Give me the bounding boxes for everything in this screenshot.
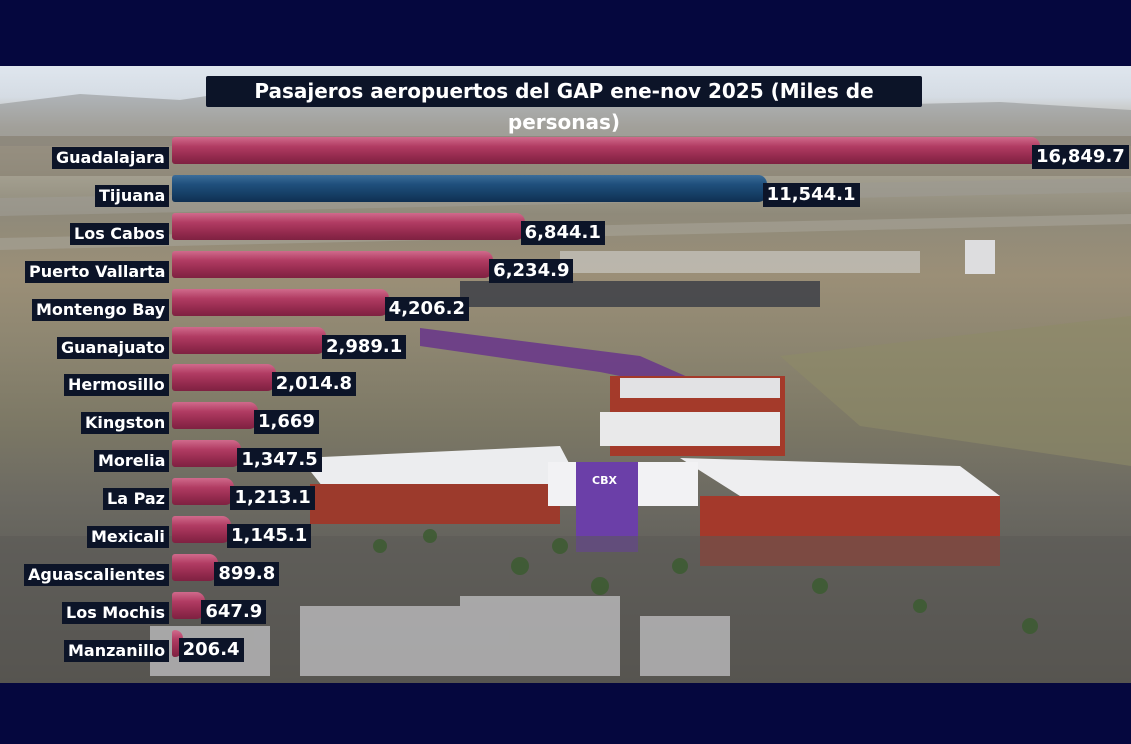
category-label: Puerto Vallarta	[25, 260, 170, 283]
category-label: Montengo Bay	[32, 298, 170, 321]
category-label: Morelia	[94, 450, 170, 473]
value-label: 11,544.1	[762, 182, 860, 207]
category-label: Guadalajara	[52, 147, 169, 169]
bar-hermosillo	[172, 364, 276, 392]
value-label: 1,347.5	[237, 448, 322, 473]
category-label: Los Mochis	[62, 601, 170, 624]
value-label: 1,145.1	[226, 524, 312, 548]
category-label: Hermosillo	[64, 374, 169, 397]
category-label: La Paz	[103, 488, 169, 511]
bar-manzanillo	[172, 629, 183, 657]
category-label: Tijuana	[95, 184, 170, 207]
chart-title: Pasajeros aeropuertos del GAP ene-nov 20…	[254, 79, 874, 134]
value-label: 206.4	[178, 637, 244, 662]
bar-montengo-bay	[172, 288, 389, 316]
value-label: 1,669	[253, 410, 319, 435]
value-label: 6,234.9	[489, 258, 574, 283]
bar-la-paz	[172, 478, 235, 506]
category-label: Aguascalientes	[24, 563, 170, 586]
bar-tijuana	[172, 174, 767, 202]
category-label: Mexicali	[87, 526, 169, 548]
bar-guanajuato	[172, 326, 326, 354]
value-label: 2,014.8	[271, 372, 357, 397]
value-label: 16,849.7	[1032, 145, 1129, 169]
bar-puerto-vallarta	[172, 250, 494, 278]
category-label: Manzanillo	[64, 639, 170, 662]
value-label: 6,844.1	[520, 220, 605, 245]
value-label: 899.8	[214, 561, 280, 586]
chart-title-background	[206, 76, 922, 107]
category-label: Los Cabos	[70, 222, 169, 245]
bar-morelia	[172, 440, 242, 468]
bar-mexicali	[172, 516, 231, 543]
category-label: Guanajuato	[57, 336, 169, 359]
value-label: 647.9	[201, 599, 267, 624]
value-label: 2,989.1	[321, 334, 407, 359]
bar-kingston	[172, 402, 258, 430]
bar-aguascalientes	[172, 553, 219, 581]
bar-guadalajara	[172, 137, 1040, 164]
category-label: Kingston	[81, 412, 170, 435]
value-label: 1,213.1	[230, 486, 315, 511]
value-label: 4,206.2	[384, 296, 469, 321]
bar-los-cabos	[172, 212, 525, 240]
svg-text:CBX: CBX	[592, 474, 617, 487]
bar-los-mochis	[172, 591, 206, 619]
